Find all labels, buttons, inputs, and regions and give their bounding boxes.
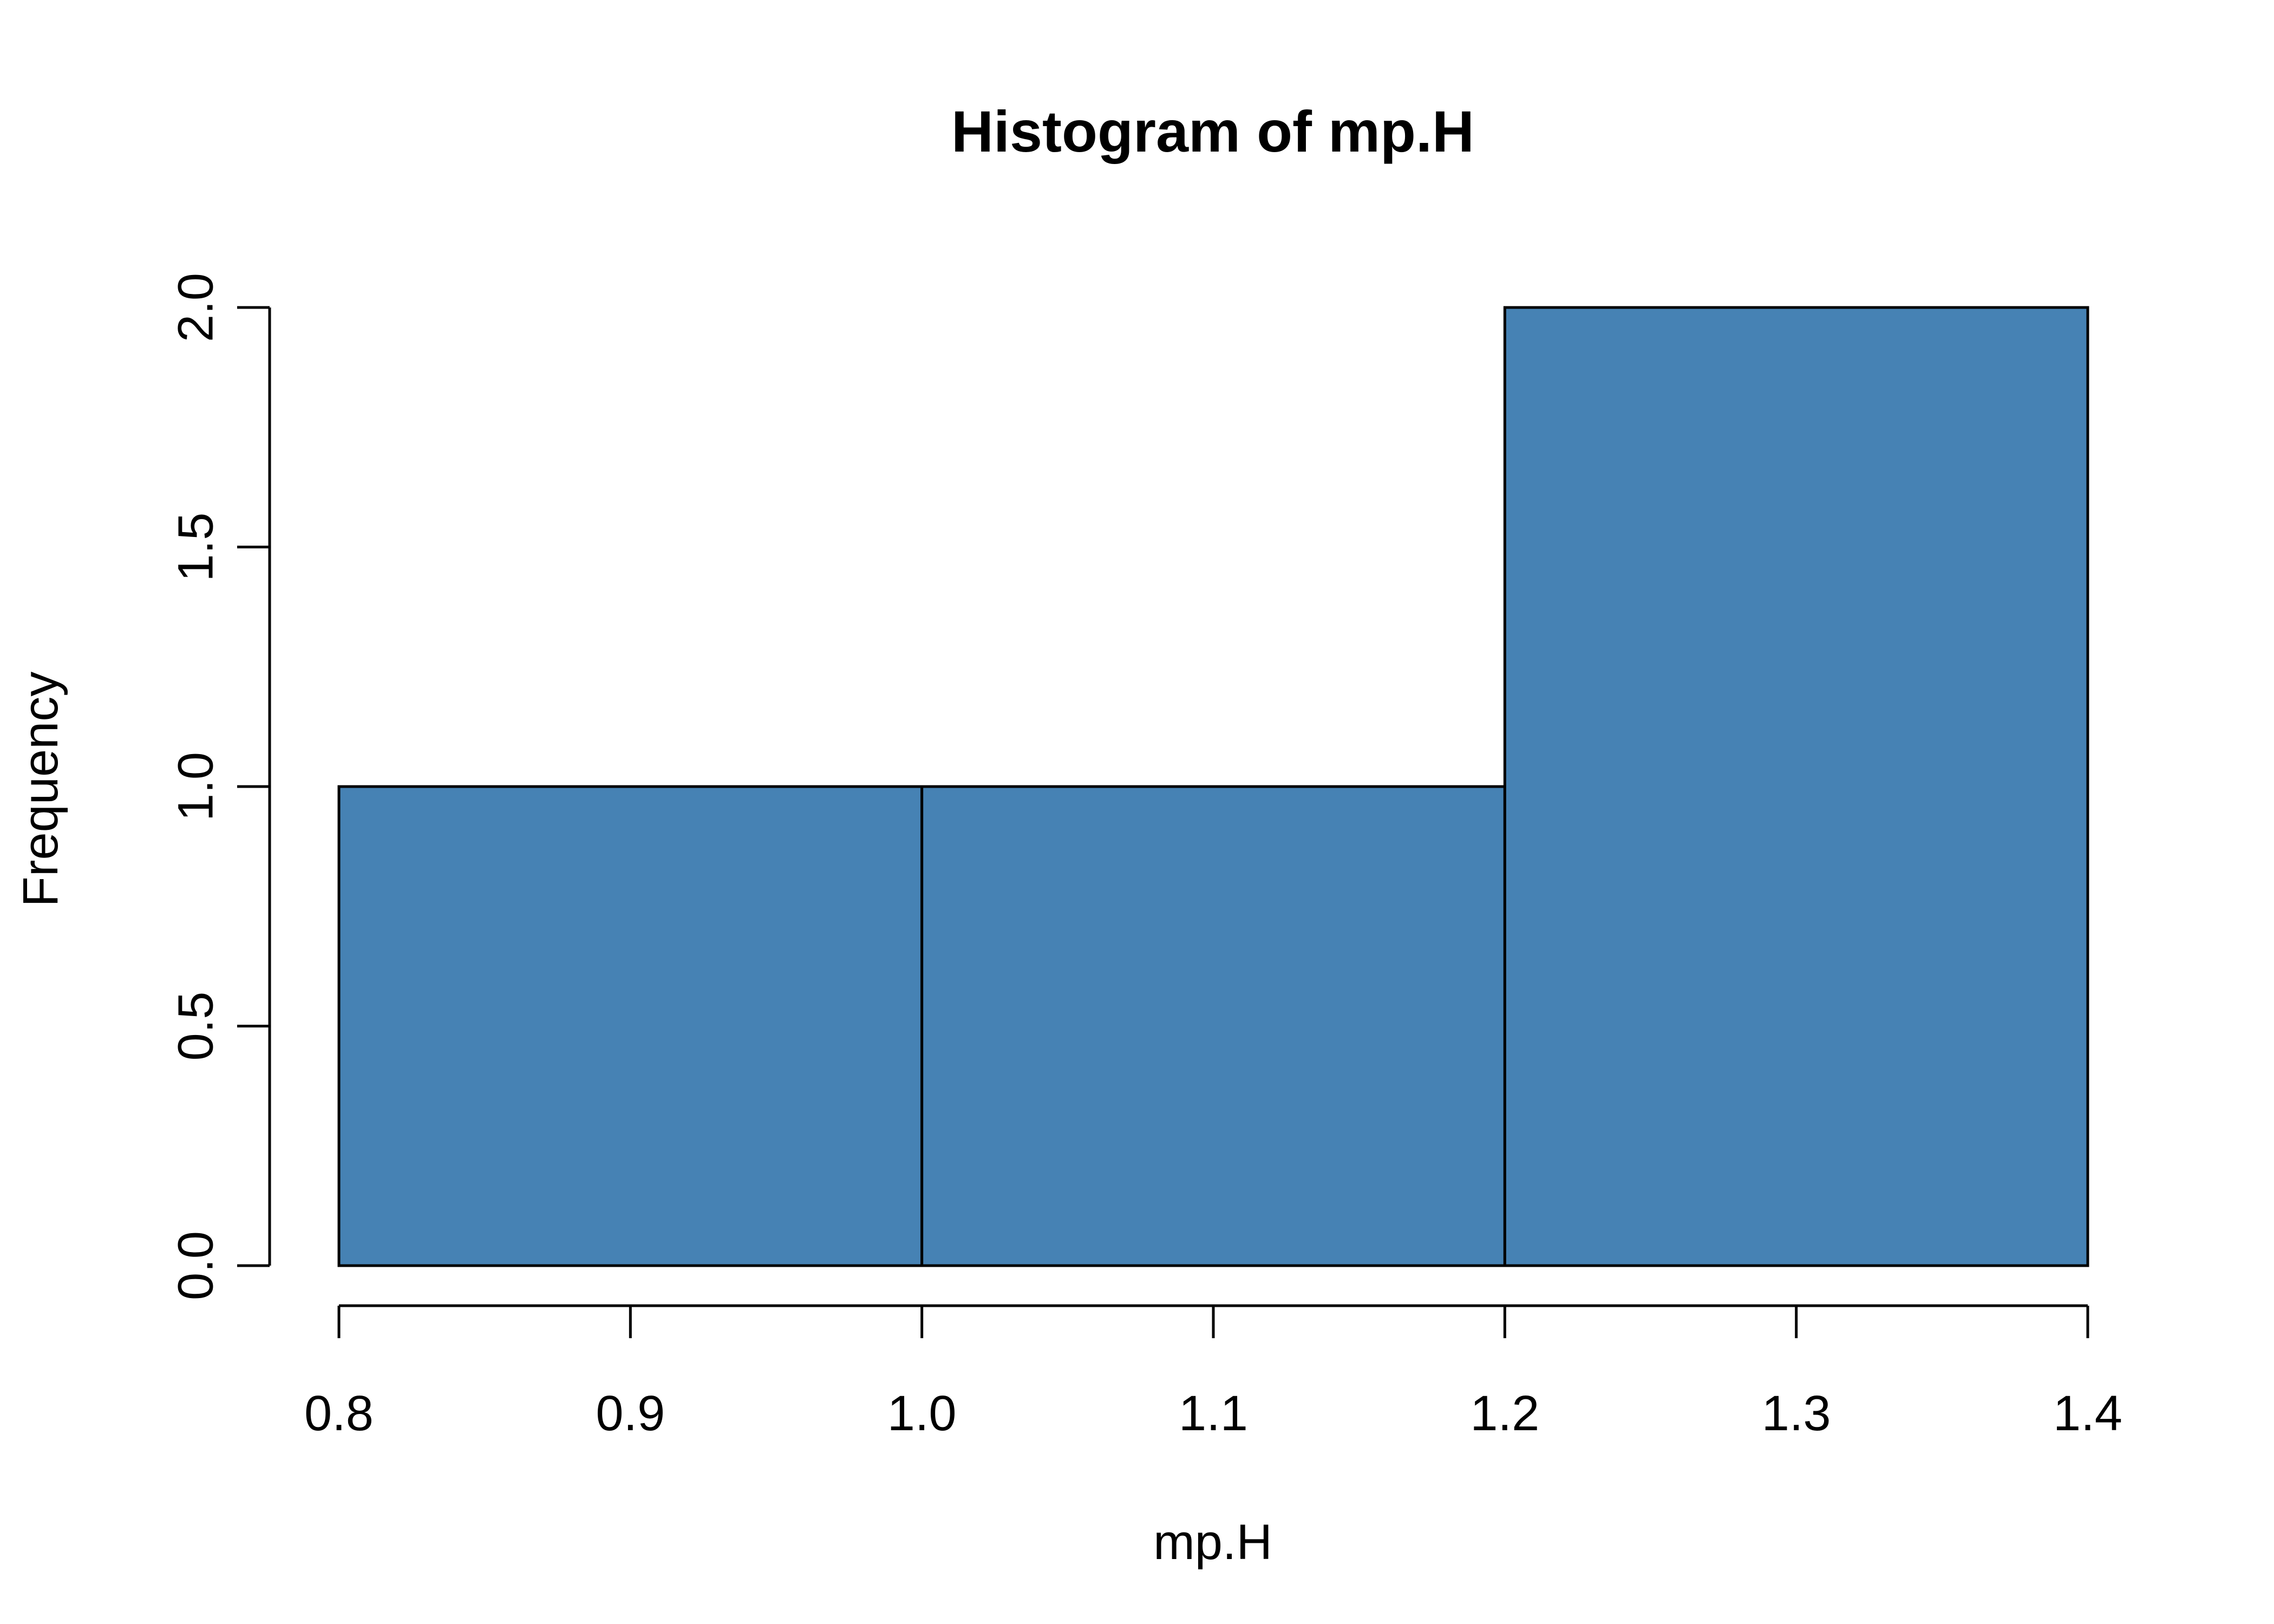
- x-axis: 0.8 0.9 1.0 1.1 1.2 1.3 1.4: [304, 1304, 2122, 1441]
- chart-title: Histogram of mp.H: [951, 99, 1474, 164]
- y-axis-label: Frequency: [13, 672, 68, 907]
- y-tick-label-1: 0.5: [168, 992, 223, 1061]
- x-tick-label-6: 1.4: [2053, 1386, 2122, 1441]
- histogram-bar-2: [920, 785, 1506, 1267]
- x-axis-label: mp.H: [1153, 1515, 1272, 1570]
- histogram-bar-3: [1503, 306, 2089, 1267]
- x-tick-label-0: 0.8: [304, 1386, 374, 1441]
- y-tick-label-4: 2.0: [168, 273, 223, 342]
- bars-group: [337, 306, 2089, 1267]
- x-tick-label-2: 1.0: [887, 1386, 957, 1441]
- histogram-bar-1: [337, 785, 924, 1267]
- y-tick-label-0: 0.0: [168, 1231, 223, 1300]
- x-tick-label-3: 1.1: [1179, 1386, 1248, 1441]
- y-axis: 0.0 0.5 1.0 1.5 2.0: [168, 273, 271, 1300]
- y-tick-label-2: 1.0: [168, 752, 223, 821]
- x-tick-label-4: 1.2: [1470, 1386, 1539, 1441]
- y-tick-label-3: 1.5: [168, 513, 223, 582]
- x-tick-label-5: 1.3: [1762, 1386, 1831, 1441]
- x-tick-label-1: 0.9: [596, 1386, 665, 1441]
